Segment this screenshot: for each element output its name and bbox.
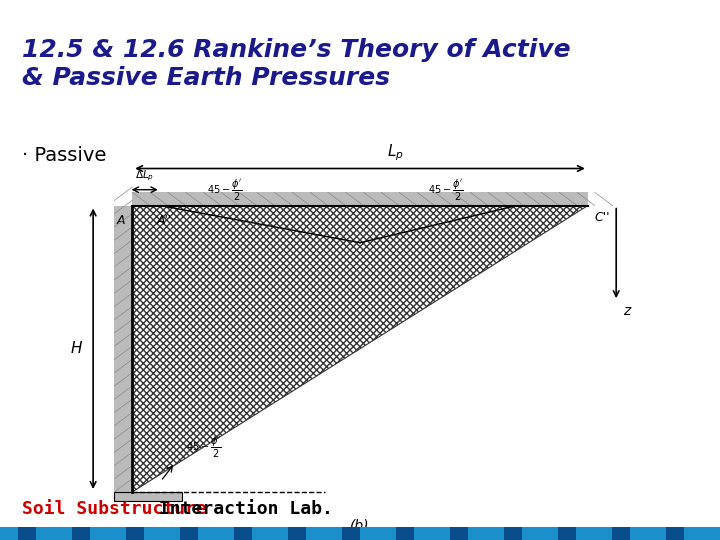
Text: Interaction Lab.: Interaction Lab. [148, 501, 333, 518]
Text: Soil Substructure: Soil Substructure [22, 501, 207, 518]
Polygon shape [114, 206, 132, 492]
Text: $45-\dfrac{\phi^{\prime}}{2}$: $45-\dfrac{\phi^{\prime}}{2}$ [186, 435, 221, 460]
Text: H: H [71, 341, 83, 356]
Text: 12.5 & 12.6 Rankine’s Theory of Active
& Passive Earth Pressures: 12.5 & 12.6 Rankine’s Theory of Active &… [22, 38, 570, 90]
Text: $45-\dfrac{\phi^{\prime}}{2}$: $45-\dfrac{\phi^{\prime}}{2}$ [207, 178, 243, 203]
Polygon shape [114, 492, 182, 502]
Text: A: A [117, 214, 125, 227]
Text: $\Delta L_p$: $\Delta L_p$ [135, 169, 154, 184]
Text: z: z [624, 303, 631, 318]
Text: $45-\dfrac{\phi^{\prime}}{2}$: $45-\dfrac{\phi^{\prime}}{2}$ [428, 178, 463, 203]
Text: C'': C'' [595, 211, 611, 224]
Polygon shape [132, 192, 588, 206]
Text: $L_p$: $L_p$ [387, 143, 404, 163]
Text: · Passive: · Passive [22, 146, 106, 165]
Text: A'': A'' [157, 214, 172, 227]
Polygon shape [132, 206, 588, 492]
Text: (b): (b) [350, 518, 370, 532]
